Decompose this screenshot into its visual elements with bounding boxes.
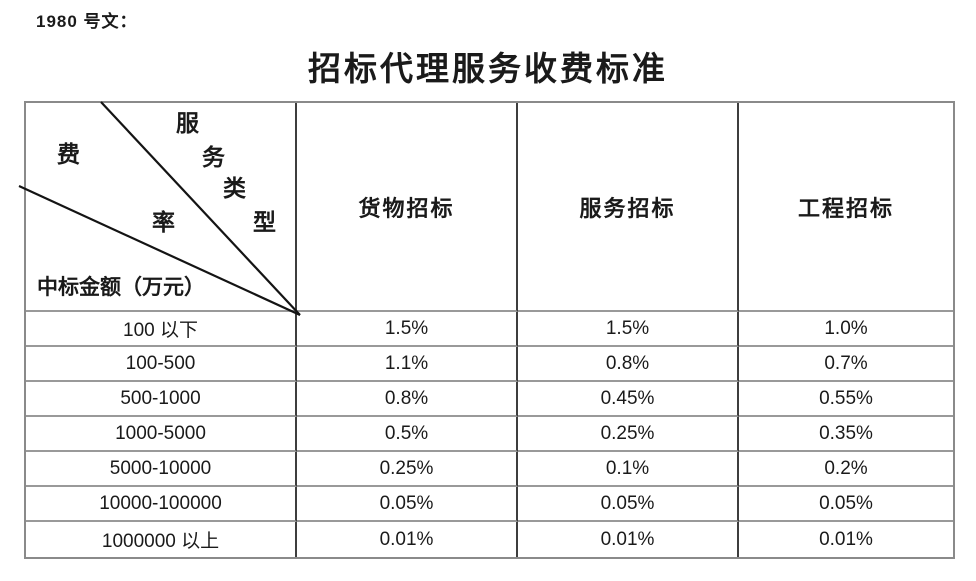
fee-rate-value: 0.35% bbox=[739, 417, 953, 452]
column-header-service-bidding: 服务招标 bbox=[518, 103, 739, 312]
table-corner-cell: 服 务 类 型 费 率 中标金额（万元） bbox=[18, 101, 301, 316]
row-amount-range: 100-500 bbox=[26, 347, 297, 382]
corner-label-service-type-char: 务 bbox=[202, 145, 225, 170]
corner-label-bid-amount: 中标金额（万元） bbox=[37, 275, 205, 299]
fee-rate-value: 0.55% bbox=[739, 382, 953, 417]
diagonal-line-upper bbox=[100, 101, 301, 316]
corner-label-fee-rate-char: 率 bbox=[152, 210, 175, 235]
fee-rate-value: 1.1% bbox=[297, 347, 518, 382]
corner-label-service-type-char: 服 bbox=[176, 111, 199, 136]
fee-rate-value: 0.8% bbox=[518, 347, 739, 382]
fee-rate-value: 0.05% bbox=[739, 487, 953, 522]
row-amount-range: 1000000 以上 bbox=[26, 522, 297, 557]
row-amount-range: 100 以下 bbox=[26, 312, 297, 347]
page-title: 招标代理服务收费标准 bbox=[308, 52, 668, 88]
fee-rate-value: 0.7% bbox=[739, 347, 953, 382]
corner-label-service-type-char: 类 bbox=[223, 176, 246, 201]
column-header-goods-bidding: 货物招标 bbox=[297, 103, 518, 312]
row-amount-range: 500-1000 bbox=[26, 382, 297, 417]
fee-rate-value: 0.05% bbox=[518, 487, 739, 522]
fee-rate-value: 0.01% bbox=[819, 528, 873, 550]
fee-rate-value: 0.5% bbox=[297, 417, 518, 452]
fee-rate-value: 0.01% bbox=[518, 522, 739, 557]
fee-rate-value: 1.5% bbox=[297, 312, 518, 347]
fee-rate-value: 0.25% bbox=[297, 452, 518, 487]
fee-rate-value: 1.5% bbox=[518, 312, 739, 347]
row-amount-range: 1000-5000 bbox=[26, 417, 297, 452]
fee-table: 服 务 类 型 费 率 中标金额（万元） 货物招标 服务招标 工程招标 100 … bbox=[18, 101, 955, 559]
fee-rate-value: 0.8% bbox=[297, 382, 518, 417]
row-amount-range: 5000-10000 bbox=[26, 452, 297, 487]
fee-rate-value: 0.01% bbox=[297, 522, 518, 557]
corner-label-fee-rate-char: 费 bbox=[57, 142, 80, 167]
row-amount-range: 10000-100000 bbox=[26, 487, 297, 522]
corner-diagonals bbox=[18, 101, 301, 316]
doc-number-label: 1980 号文： bbox=[36, 12, 138, 31]
fee-rate-value: 1.0% bbox=[739, 312, 953, 347]
fee-rate-value: 0.05% bbox=[297, 487, 518, 522]
fee-rate-value: 0.2% bbox=[739, 452, 953, 487]
fee-rate-value: 0.45% bbox=[518, 382, 739, 417]
fee-rate-value: 0.25% bbox=[518, 417, 739, 452]
column-header-engineering-bidding: 工程招标 bbox=[739, 103, 953, 312]
corner-label-service-type-char: 型 bbox=[253, 210, 276, 235]
diagonal-line-lower bbox=[18, 185, 301, 316]
fee-rate-value: 0.1% bbox=[518, 452, 739, 487]
